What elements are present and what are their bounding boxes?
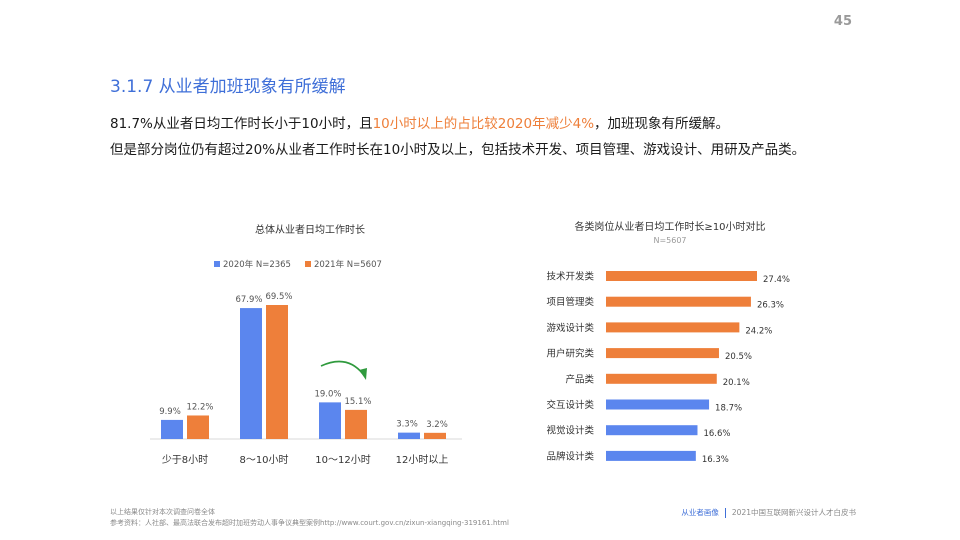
bar-label-2020-3: 3.3% bbox=[396, 420, 418, 430]
hbar-label-4: 20.1% bbox=[723, 378, 750, 388]
summary-highlight: 10小时以上的占比较2020年减少4% bbox=[372, 116, 595, 132]
bar-2021-0 bbox=[187, 415, 209, 439]
hbar-label-0: 27.4% bbox=[763, 275, 790, 285]
x-tick-label-1: 8～10小时 bbox=[239, 454, 288, 466]
right-chart-subtitle: N=5607 bbox=[653, 236, 687, 245]
bar-2020-1 bbox=[240, 308, 262, 439]
y-tick-label-7: 品牌设计类 bbox=[546, 450, 594, 462]
legend-swatch-2021 bbox=[304, 261, 311, 267]
legend-label-2021: 2021年 N=5607 bbox=[313, 260, 382, 270]
legend-item-2020: 2020年 N=2365 bbox=[214, 258, 291, 270]
summary-line-1: 81.7%从业者日均工作时长小于10小时，且10小时以上的占比较2020年减少4… bbox=[110, 112, 729, 132]
footer-divider bbox=[724, 507, 726, 518]
bar-2021-2 bbox=[345, 409, 367, 439]
page-number: 45 bbox=[833, 14, 852, 29]
y-tick-label-2: 游戏设计类 bbox=[546, 322, 594, 334]
bar-label-2020-2: 19.0% bbox=[314, 389, 341, 399]
bar-2020-2 bbox=[319, 402, 341, 439]
footer-report: 2021中国互联网新兴设计人才白皮书 bbox=[731, 508, 856, 517]
hbar-0 bbox=[606, 271, 757, 281]
bar-label-2021-2: 15.1% bbox=[344, 397, 371, 407]
summary-line-1-end: ，加班现象有所缓解。 bbox=[594, 116, 730, 132]
hbar-label-7: 16.3% bbox=[702, 455, 729, 465]
y-tick-label-3: 用户研究类 bbox=[546, 348, 594, 360]
bar-2020-3 bbox=[398, 432, 420, 439]
bar-label-2021-0: 12.2% bbox=[186, 402, 213, 412]
y-tick-label-0: 技术开发类 bbox=[546, 271, 594, 283]
bar-label-2020-0: 9.9% bbox=[159, 407, 181, 417]
bar-label-2020-1: 67.9% bbox=[235, 295, 262, 305]
footer-tag: 从业者画像 bbox=[681, 508, 719, 517]
legend-label-2020: 2020年 N=2365 bbox=[223, 260, 291, 270]
hbar-7 bbox=[606, 450, 696, 461]
hbar-2 bbox=[606, 322, 740, 333]
right-chart-title: 各类岗位从业者日均工作时长≥10小时对比 bbox=[574, 222, 766, 233]
hbar-6 bbox=[606, 425, 698, 436]
section-title: 3.1.7 从业者加班现象有所缓解 bbox=[110, 77, 346, 97]
hbar-label-3: 20.5% bbox=[725, 352, 752, 362]
bar-2020-0 bbox=[161, 419, 183, 439]
hbar-label-6: 16.6% bbox=[703, 429, 730, 439]
legend-item-2021: 2021年 N=5607 bbox=[304, 258, 382, 270]
bar-label-2021-1: 69.5% bbox=[265, 292, 292, 302]
hbar-4 bbox=[606, 373, 717, 384]
y-tick-label-5: 交互设计类 bbox=[546, 399, 594, 411]
x-tick-label-2: 10～12小时 bbox=[315, 454, 370, 466]
bar-label-2021-3: 3.2% bbox=[426, 420, 448, 430]
hbar-5 bbox=[606, 399, 710, 410]
bar-2021-1 bbox=[266, 305, 288, 439]
hbar-label-5: 18.7% bbox=[715, 404, 742, 414]
hbar-3 bbox=[606, 348, 719, 359]
footer: 从业者画像 2021中国互联网新兴设计人才白皮书 bbox=[681, 507, 856, 518]
x-tick-label-3: 12小时以上 bbox=[396, 454, 449, 466]
hbar-label-2: 24.2% bbox=[745, 326, 772, 336]
footnote-2: 参考资料：人社部、最高法联合发布超时加班劳动人事争议典型案例http://www… bbox=[110, 519, 509, 527]
y-tick-label-6: 视觉设计类 bbox=[546, 425, 594, 437]
hbar-label-1: 26.3% bbox=[757, 301, 784, 311]
summary-line-1-text: 81.7%从业者日均工作时长小于10小时，且 bbox=[110, 116, 373, 132]
decrease-arrow-head bbox=[359, 368, 367, 380]
x-tick-label-0: 少于8小时 bbox=[162, 454, 208, 466]
legend-swatch-2020 bbox=[214, 261, 220, 267]
bar-2021-3 bbox=[424, 432, 446, 439]
left-chart-legend: 2020年 N=2365 2021年 N=5607 bbox=[214, 258, 382, 270]
summary-line-2: 但是部分岗位仍有超过20%从业者工作时长在10小时及以上，包括技术开发、项目管理… bbox=[110, 142, 806, 158]
left-chart-title: 总体从业者日均工作时长 bbox=[255, 225, 365, 236]
y-tick-label-4: 产品类 bbox=[565, 373, 594, 385]
hbar-1 bbox=[606, 296, 751, 307]
y-tick-label-1: 项目管理类 bbox=[546, 296, 594, 308]
footnote-1: 以上结果仅针对本次调查问卷全体 bbox=[110, 508, 215, 516]
